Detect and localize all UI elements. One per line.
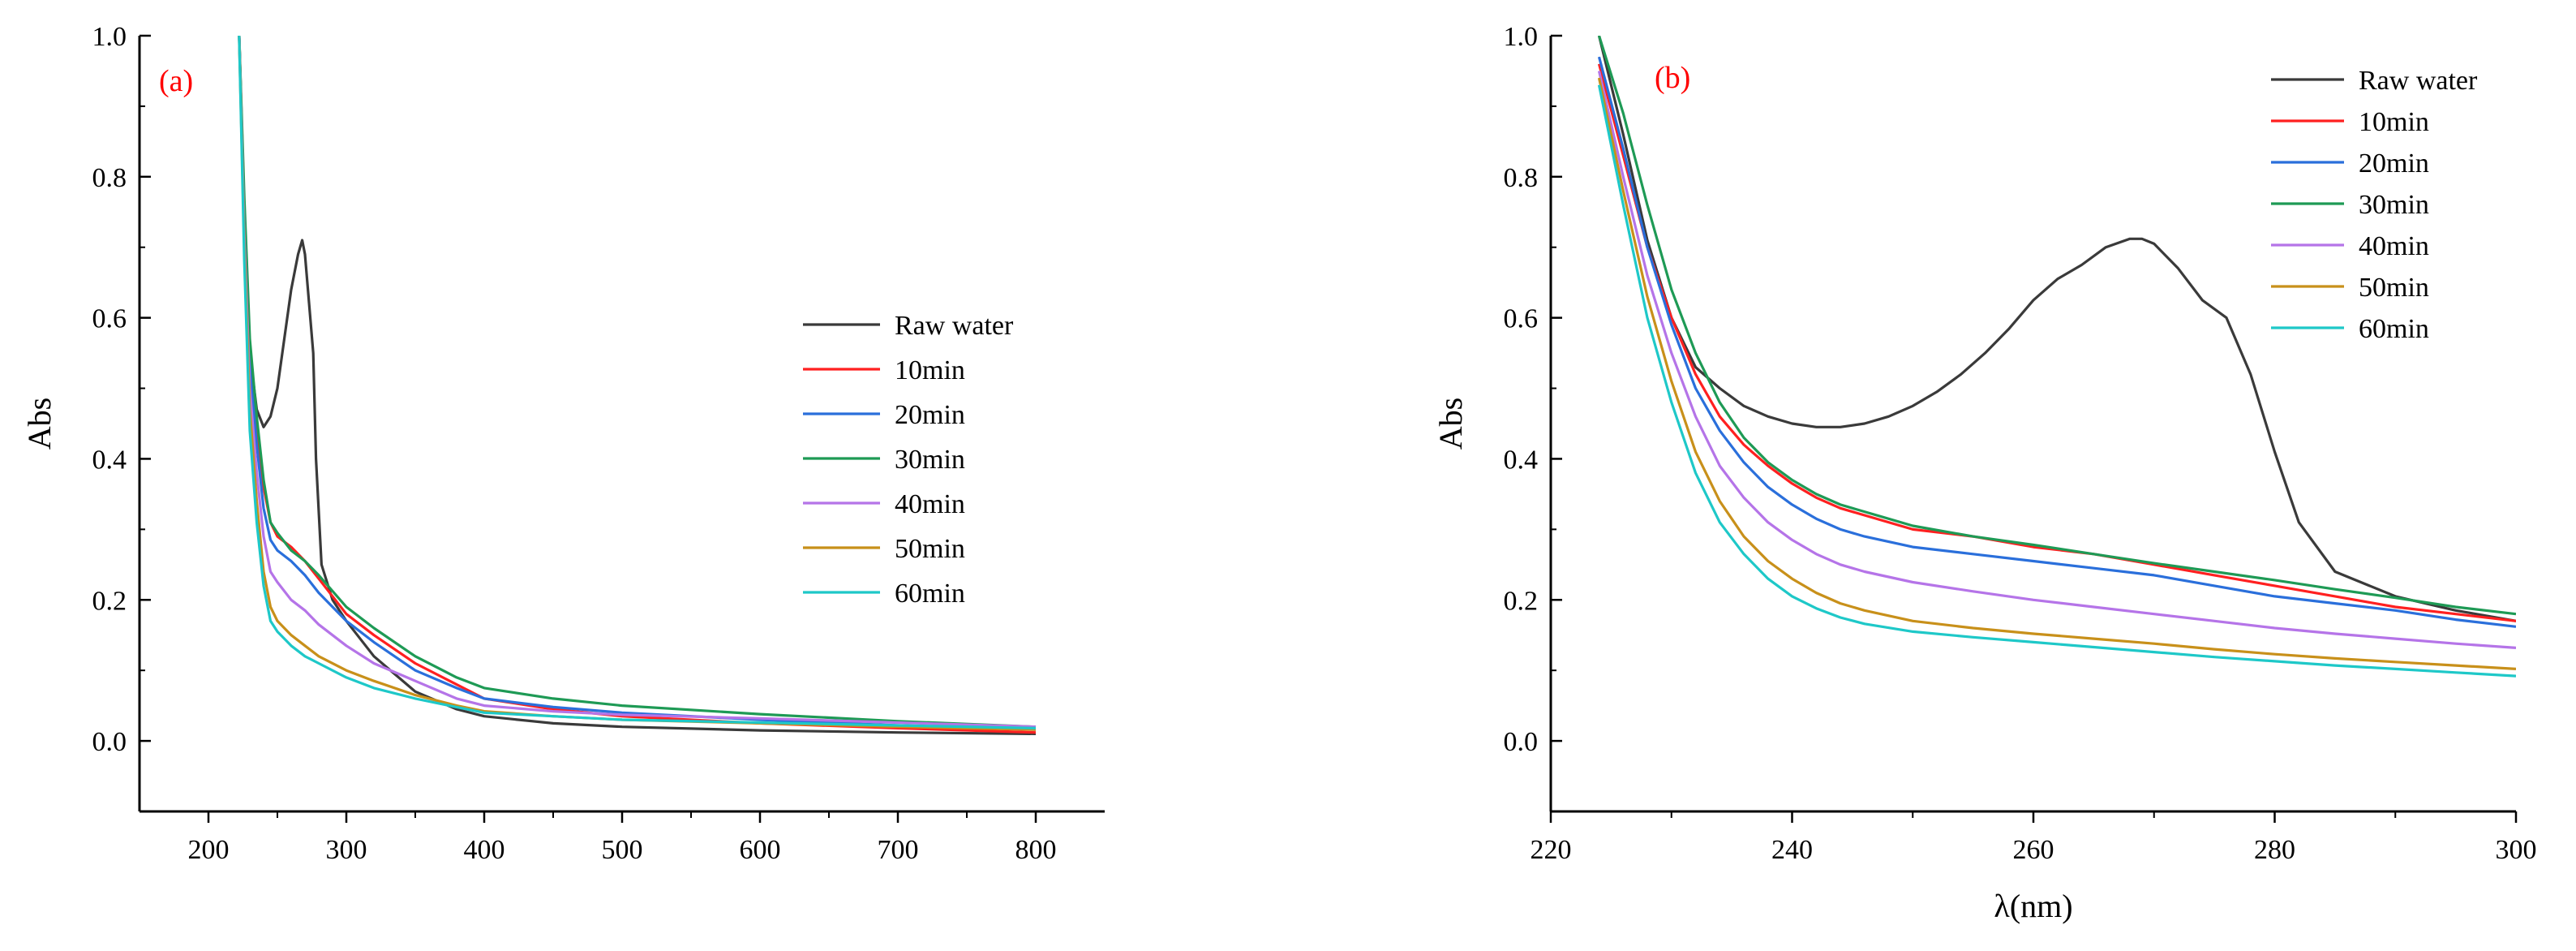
y-tick-label: 0.2 [1504, 586, 1539, 616]
chart-panel-b: 0.0 0.2 0.4 0.6 0.8 1.0 220 240 260 280 300 Abs λ(nm… [1432, 22, 2537, 924]
legend-label: 20min [895, 400, 965, 430]
legend-label: 50min [2359, 273, 2429, 303]
x-tick-label: 400 [464, 835, 505, 865]
y-axis-label: Abs [1432, 398, 1469, 450]
series-line-30min [238, 36, 1037, 729]
legend-label: Raw water [2359, 66, 2478, 96]
legend-label: 30min [895, 445, 965, 475]
legend: Raw water 10min 20min 30min 40min 50min 60min [2271, 66, 2478, 344]
series-line-50min [1597, 77, 2516, 670]
y-tick-label: 0.6 [1504, 304, 1539, 334]
series-line-30min [1597, 36, 2516, 616]
x-tick-label: 200 [188, 835, 230, 865]
x-tick-label: 800 [1015, 835, 1057, 865]
x-tick-label: 300 [2496, 835, 2537, 865]
legend-label: 60min [895, 579, 965, 609]
x-tick-label: 600 [740, 835, 781, 865]
y-axis-label: Abs [21, 398, 58, 450]
legend-label: 10min [895, 355, 965, 385]
legend-label: 10min [2359, 107, 2429, 137]
y-tick-label: 0.4 [1504, 445, 1539, 475]
y-tick-label: 1.0 [92, 22, 127, 52]
x-axis-label: λ(nm) [1994, 888, 2072, 924]
series-line-40min [238, 36, 1037, 729]
series-line-60min [1597, 84, 2516, 678]
y-tick-label: 0.0 [1504, 727, 1539, 757]
y-tick-label: 0.8 [92, 163, 127, 193]
x-tick-label: 240 [1771, 835, 1813, 865]
legend-label: 20min [2359, 148, 2429, 179]
panel-label: (b) [1655, 61, 1690, 95]
x-tick-label: 260 [2013, 835, 2054, 865]
y-tick-label: 1.0 [1504, 22, 1539, 52]
y-tick-label: 0.6 [92, 304, 127, 334]
series-line-20min [1597, 56, 2516, 628]
x-tick-label: 300 [326, 835, 367, 865]
series-line-raw-water [238, 36, 1037, 735]
legend-label: 40min [2359, 231, 2429, 261]
y-tick-label: 0.8 [1504, 163, 1539, 193]
y-tick-label: 0.2 [92, 586, 127, 616]
series-line-raw-water [1597, 36, 2516, 622]
legend-label: 40min [895, 489, 965, 519]
chart-panel-a: 0.0 0.2 0.4 0.6 0.8 1.0 200 300 400 500 600 700 800 A… [21, 22, 1105, 865]
series-line-40min [1597, 71, 2516, 649]
legend-label: Raw water [895, 311, 1014, 341]
x-tick-label: 280 [2254, 835, 2295, 865]
panel-label: (a) [159, 64, 193, 98]
y-tick-label: 0.0 [92, 727, 127, 757]
legend-label: 30min [2359, 190, 2429, 220]
legend-label: 50min [895, 534, 965, 564]
legend: Raw water 10min 20min 30min 40min 50min 60min [803, 311, 1014, 609]
x-tick-label: 220 [1531, 835, 1572, 865]
series-line-10min [1597, 63, 2516, 622]
series-line-60min [238, 36, 1037, 729]
legend-label: 60min [2359, 314, 2429, 344]
x-tick-label: 500 [602, 835, 643, 865]
y-tick-label: 0.4 [92, 445, 127, 475]
series-line-20min [238, 36, 1037, 731]
x-tick-label: 700 [878, 835, 919, 865]
